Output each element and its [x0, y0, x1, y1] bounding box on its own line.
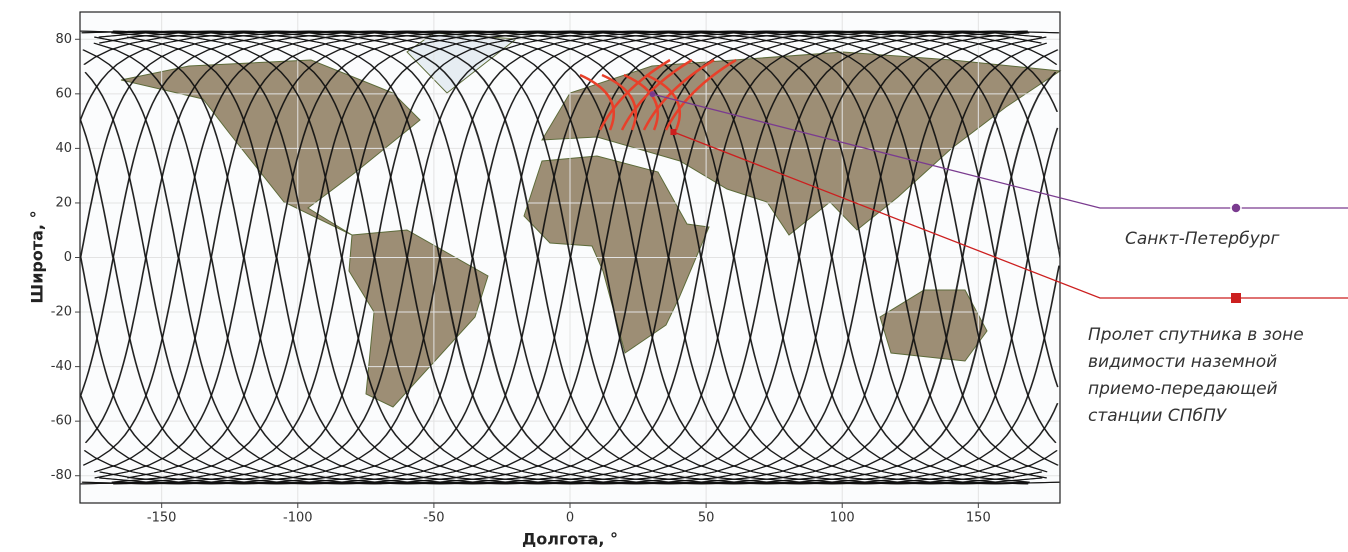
legend-entry: Пролет спутника в зоне видимости наземно… [1088, 322, 1304, 430]
legend-entry: Санкт-Петербург [1125, 226, 1279, 253]
y-tick-label: 0 [64, 250, 72, 265]
x-tick-label: 150 [966, 511, 991, 526]
x-tick-label: -150 [147, 511, 177, 526]
city-marker [649, 91, 655, 97]
legend-marker [1231, 293, 1241, 303]
chart: Долгота, ° Широта, ° -150 -100 -50 0 50 100 15… [0, 0, 1348, 552]
x-tick-label: 0 [566, 511, 574, 526]
y-axis-label: Широта, ° [28, 210, 47, 303]
legend-marker [1231, 203, 1241, 213]
x-tick-label: 50 [698, 511, 715, 526]
y-tick-label: -60 [51, 414, 72, 429]
y-tick-label: -80 [51, 468, 72, 483]
station-pass-marker [670, 129, 676, 135]
y-tick-label: 20 [55, 195, 72, 210]
x-tick-label: 100 [830, 511, 855, 526]
y-tick-label: 60 [55, 86, 72, 101]
x-tick-label: -100 [283, 511, 313, 526]
x-tick-label: -50 [423, 511, 444, 526]
y-tick-label: -40 [51, 359, 72, 374]
y-tick-label: 40 [55, 141, 72, 156]
y-tick-label: -20 [51, 305, 72, 320]
page: Долгота, ° Широта, ° -150 -100 -50 0 50 100 15… [0, 0, 1348, 552]
x-axis-label: Долгота, ° [522, 530, 618, 549]
y-tick-label: 80 [55, 32, 72, 47]
